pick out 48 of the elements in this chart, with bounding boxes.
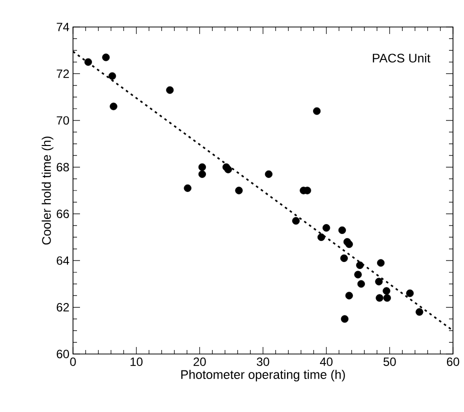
point	[377, 259, 385, 267]
point	[184, 184, 192, 192]
point	[110, 102, 118, 110]
point	[235, 186, 243, 194]
y-tick-label: 64	[56, 256, 70, 265]
point	[356, 261, 364, 270]
point	[406, 289, 414, 298]
point	[264, 170, 272, 178]
point	[84, 58, 92, 66]
x-tick-label: 30	[256, 358, 270, 366]
x-tick-label: 0	[70, 358, 76, 366]
point	[292, 217, 300, 225]
point	[322, 224, 330, 232]
point	[166, 86, 174, 94]
x-tick-label: 60	[446, 358, 460, 366]
x-axis-title: Photometer operating time (h)	[181, 370, 345, 382]
y-tick-label: 68	[56, 162, 69, 172]
x-tick-label: 40	[320, 358, 333, 366]
point	[357, 280, 365, 288]
point	[198, 170, 206, 178]
point	[102, 54, 110, 62]
x-tick-label: 10	[130, 358, 143, 366]
y-axis-title: Cooler hold time (h)	[42, 136, 54, 245]
y-tick-label: 60	[56, 350, 70, 358]
x-tick-label: 20	[194, 358, 206, 366]
point	[345, 240, 353, 248]
point	[383, 294, 391, 302]
point	[224, 166, 232, 174]
annotation: PACS Unit	[372, 53, 430, 63]
point	[313, 107, 321, 115]
y-tick-label: 70	[56, 116, 70, 125]
y-tick-label: 66	[56, 210, 69, 218]
point	[108, 72, 116, 80]
point	[338, 226, 346, 234]
y-tick-label: 74	[56, 22, 70, 32]
y-tick-label: 62	[56, 303, 69, 312]
point	[382, 287, 390, 295]
point	[317, 233, 326, 241]
x-tick-label: 50	[384, 358, 396, 366]
point	[198, 163, 206, 171]
point	[375, 278, 383, 286]
point	[340, 254, 348, 262]
point	[376, 294, 384, 302]
point	[340, 315, 348, 323]
point	[416, 308, 424, 316]
point	[345, 292, 353, 300]
point	[354, 270, 362, 278]
y-tick-label: 72	[56, 70, 69, 78]
